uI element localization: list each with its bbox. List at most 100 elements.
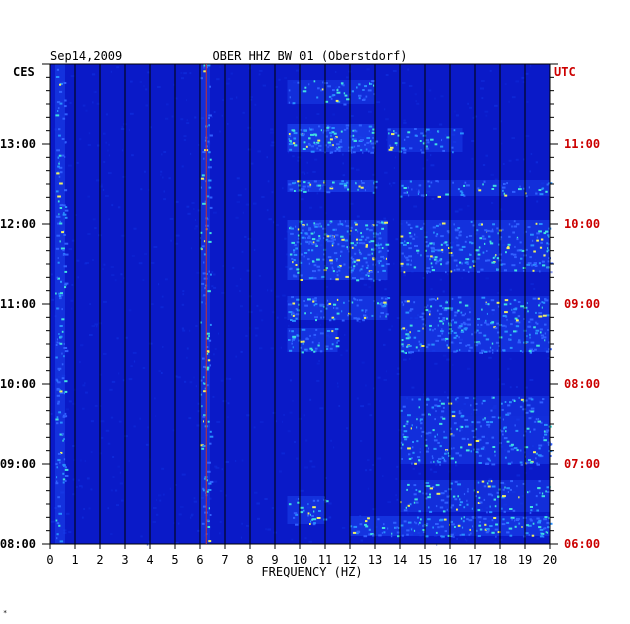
- noise-speck: [396, 128, 398, 131]
- energy-speck: [504, 330, 508, 333]
- energy-speck: [481, 235, 485, 238]
- noise-speck: [503, 503, 507, 506]
- energy-speck: [435, 224, 439, 227]
- energy-speck: [440, 330, 444, 333]
- energy-speck: [527, 226, 531, 229]
- noise-speck: [319, 206, 323, 209]
- energy-speck: [425, 194, 427, 197]
- noise-speck: [284, 237, 287, 240]
- energy-speck: [460, 330, 465, 333]
- energy-speck: [406, 420, 409, 423]
- energy-speck: [388, 132, 390, 135]
- right-tick-label: 11:00: [564, 137, 600, 151]
- energy-speck: [547, 249, 551, 252]
- energy-speck: [329, 220, 333, 223]
- energy-speck: [529, 518, 532, 521]
- energy-speck: [365, 95, 368, 98]
- energy-speck: [442, 510, 446, 513]
- energy-speck: [344, 94, 348, 97]
- energy-speck: [364, 85, 367, 88]
- energy-speck: [520, 257, 523, 260]
- energy-speck: [205, 366, 210, 369]
- noise-speck: [81, 516, 84, 519]
- energy-speck: [293, 259, 296, 262]
- energy-speck: [400, 447, 403, 450]
- noise-speck: [407, 68, 410, 71]
- energy-speck: [410, 528, 413, 531]
- energy-speck: [539, 528, 544, 531]
- energy-speck: [448, 252, 453, 254]
- noise-speck: [130, 365, 133, 368]
- energy-speck: [336, 341, 338, 344]
- energy-speck: [64, 209, 69, 212]
- energy-speck: [518, 188, 522, 191]
- noise-speck: [124, 435, 128, 438]
- energy-speck: [482, 399, 486, 402]
- energy-speck: [494, 255, 496, 258]
- energy-speck: [445, 300, 447, 303]
- energy-speck: [518, 249, 523, 252]
- energy-speck: [313, 522, 316, 525]
- energy-speck: [316, 517, 321, 519]
- energy-speck: [316, 239, 320, 242]
- energy-speck: [526, 335, 528, 338]
- right-tick-label: 08:00: [564, 377, 600, 391]
- energy-speck: [350, 271, 353, 274]
- energy-speck: [528, 350, 532, 353]
- energy-speck: [372, 146, 375, 149]
- noise-speck: [201, 295, 204, 298]
- energy-speck: [519, 461, 523, 464]
- energy-speck: [446, 495, 450, 498]
- noise-speck: [392, 182, 396, 184]
- noise-speck: [326, 285, 329, 288]
- energy-speck: [341, 310, 343, 313]
- energy-speck: [450, 341, 454, 344]
- noise-speck: [256, 304, 259, 307]
- noise-speck: [545, 513, 548, 516]
- energy-speck: [506, 182, 508, 185]
- energy-speck: [511, 461, 513, 464]
- energy-speck: [435, 262, 438, 265]
- energy-speck: [502, 418, 504, 421]
- energy-speck: [205, 224, 209, 227]
- energy-speck: [407, 223, 411, 226]
- energy-speck: [477, 481, 480, 484]
- energy-speck: [480, 447, 485, 450]
- energy-speck: [504, 194, 508, 197]
- energy-speck: [442, 406, 445, 409]
- energy-speck: [408, 194, 410, 197]
- noise-speck: [433, 97, 436, 100]
- energy-speck: [356, 241, 358, 244]
- energy-speck: [464, 312, 466, 315]
- energy-speck: [301, 328, 306, 331]
- energy-speck: [538, 444, 543, 447]
- energy-speck: [317, 87, 320, 90]
- energy-speck: [467, 323, 471, 326]
- energy-speck: [542, 260, 545, 263]
- noise-speck: [94, 227, 97, 230]
- noise-speck: [395, 477, 398, 480]
- energy-speck: [459, 261, 462, 264]
- energy-speck: [429, 242, 433, 245]
- noise-speck: [455, 114, 459, 117]
- energy-speck: [56, 338, 58, 341]
- energy-speck: [373, 181, 376, 184]
- energy-speck: [459, 429, 461, 432]
- noise-speck: [342, 174, 346, 177]
- right-tick-label: 07:00: [564, 457, 600, 471]
- energy-speck: [208, 151, 211, 154]
- energy-speck: [292, 311, 294, 314]
- energy-speck: [437, 180, 439, 183]
- energy-speck: [310, 150, 315, 153]
- noise-speck: [360, 539, 363, 542]
- noise-speck: [524, 471, 527, 474]
- energy-speck: [383, 303, 388, 306]
- noise-speck: [400, 428, 403, 431]
- energy-speck: [528, 325, 531, 328]
- energy-speck: [56, 172, 60, 175]
- energy-speck: [201, 522, 205, 525]
- energy-speck: [391, 532, 393, 535]
- energy-speck: [418, 510, 421, 513]
- energy-speck: [494, 528, 499, 531]
